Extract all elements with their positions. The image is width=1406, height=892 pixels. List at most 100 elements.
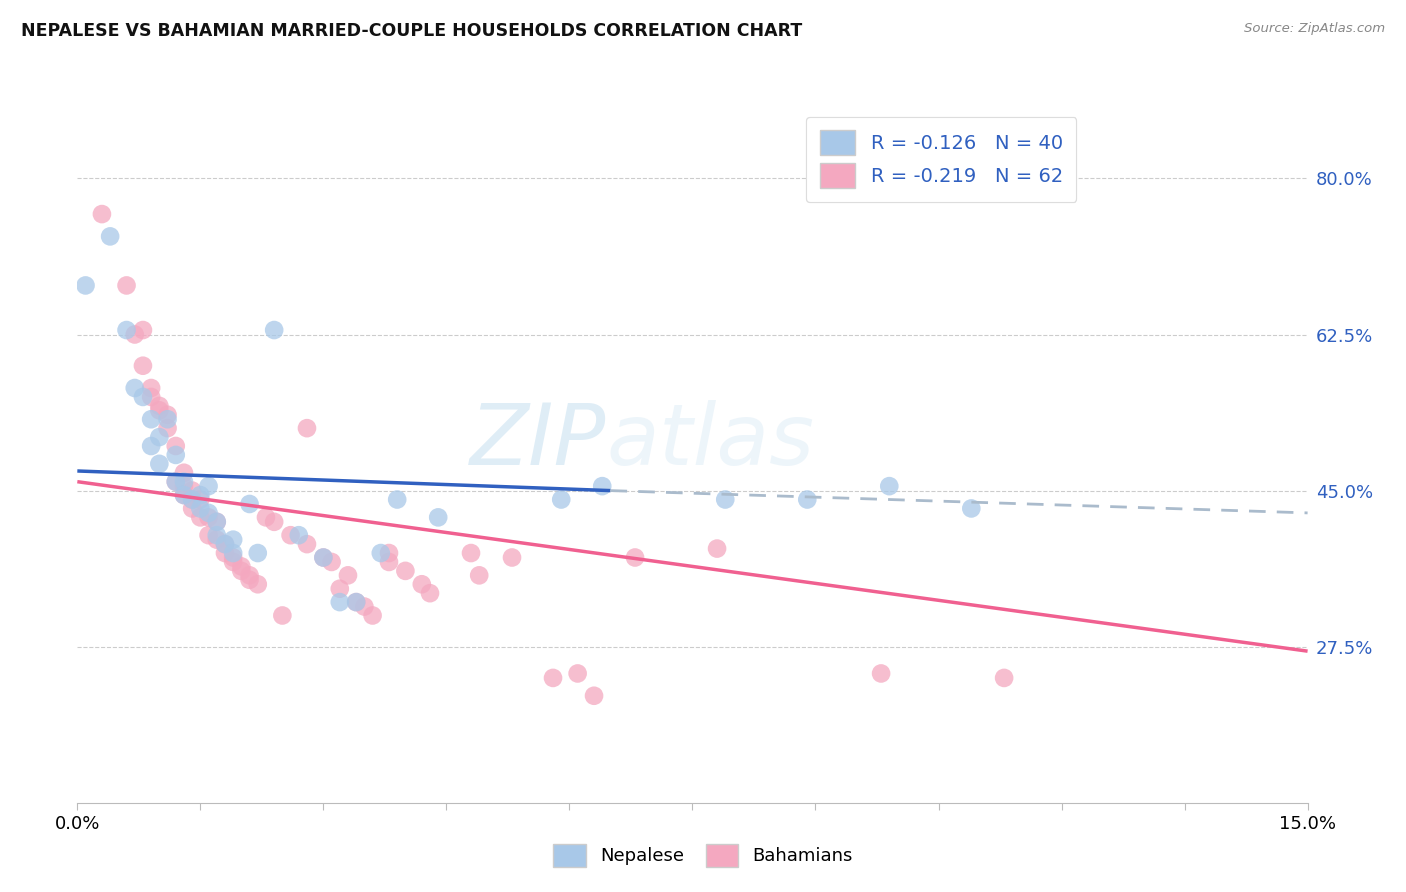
- Point: [205, 528, 228, 542]
- Point: [141, 390, 163, 404]
- Point: [344, 595, 367, 609]
- Point: [197, 510, 219, 524]
- Point: [173, 466, 195, 480]
- Point: [181, 483, 204, 498]
- Point: [214, 546, 236, 560]
- Legend: Nepalese, Bahamians: Nepalese, Bahamians: [546, 837, 860, 874]
- Point: [231, 559, 253, 574]
- Point: [222, 546, 245, 560]
- Legend: R = -0.126   N = 40, R = -0.219   N = 62: R = -0.126 N = 40, R = -0.219 N = 62: [807, 117, 1077, 202]
- Point: [124, 381, 146, 395]
- Point: [541, 671, 564, 685]
- Point: [263, 515, 285, 529]
- Point: [567, 666, 589, 681]
- Point: [501, 550, 523, 565]
- Point: [960, 501, 983, 516]
- Point: [231, 564, 253, 578]
- Point: [387, 492, 409, 507]
- Point: [222, 533, 245, 547]
- Point: [468, 568, 491, 582]
- Point: [214, 537, 236, 551]
- Point: [214, 537, 236, 551]
- Point: [295, 421, 318, 435]
- Point: [124, 327, 146, 342]
- Point: [239, 573, 262, 587]
- Point: [173, 488, 195, 502]
- Point: [197, 479, 219, 493]
- Point: [624, 550, 647, 565]
- Point: [583, 689, 606, 703]
- Point: [188, 488, 212, 502]
- Point: [173, 488, 195, 502]
- Point: [222, 555, 245, 569]
- Point: [75, 278, 97, 293]
- Point: [115, 278, 138, 293]
- Point: [271, 608, 294, 623]
- Point: [188, 510, 212, 524]
- Point: [173, 475, 195, 489]
- Point: [295, 537, 318, 551]
- Point: [263, 323, 285, 337]
- Point: [254, 510, 277, 524]
- Point: [312, 550, 335, 565]
- Point: [344, 595, 367, 609]
- Point: [246, 577, 269, 591]
- Point: [378, 555, 401, 569]
- Point: [132, 359, 155, 373]
- Point: [239, 497, 262, 511]
- Point: [550, 492, 572, 507]
- Point: [148, 457, 170, 471]
- Point: [361, 608, 384, 623]
- Point: [312, 550, 335, 565]
- Point: [337, 568, 360, 582]
- Point: [993, 671, 1015, 685]
- Text: Source: ZipAtlas.com: Source: ZipAtlas.com: [1244, 22, 1385, 36]
- Point: [870, 666, 893, 681]
- Text: atlas: atlas: [606, 400, 814, 483]
- Point: [321, 555, 343, 569]
- Point: [156, 412, 179, 426]
- Point: [329, 595, 352, 609]
- Point: [148, 430, 170, 444]
- Point: [411, 577, 433, 591]
- Point: [879, 479, 901, 493]
- Point: [188, 492, 212, 507]
- Point: [288, 528, 311, 542]
- Point: [141, 412, 163, 426]
- Point: [714, 492, 737, 507]
- Point: [246, 546, 269, 560]
- Point: [156, 421, 179, 435]
- Point: [141, 439, 163, 453]
- Point: [197, 528, 219, 542]
- Point: [132, 390, 155, 404]
- Point: [165, 448, 187, 462]
- Point: [205, 515, 228, 529]
- Text: NEPALESE VS BAHAMIAN MARRIED-COUPLE HOUSEHOLDS CORRELATION CHART: NEPALESE VS BAHAMIAN MARRIED-COUPLE HOUS…: [21, 22, 803, 40]
- Point: [205, 515, 228, 529]
- Point: [148, 403, 170, 417]
- Point: [591, 479, 613, 493]
- Point: [460, 546, 482, 560]
- Point: [796, 492, 818, 507]
- Point: [181, 492, 204, 507]
- Point: [165, 439, 187, 453]
- Point: [329, 582, 352, 596]
- Point: [378, 546, 401, 560]
- Point: [280, 528, 302, 542]
- Point: [156, 408, 179, 422]
- Point: [165, 475, 187, 489]
- Point: [148, 399, 170, 413]
- Point: [90, 207, 114, 221]
- Point: [706, 541, 728, 556]
- Point: [239, 568, 262, 582]
- Point: [115, 323, 138, 337]
- Point: [394, 564, 416, 578]
- Point: [98, 229, 121, 244]
- Text: ZIP: ZIP: [470, 400, 606, 483]
- Point: [205, 533, 228, 547]
- Point: [132, 323, 155, 337]
- Point: [370, 546, 392, 560]
- Point: [427, 510, 450, 524]
- Point: [173, 479, 195, 493]
- Point: [188, 501, 212, 516]
